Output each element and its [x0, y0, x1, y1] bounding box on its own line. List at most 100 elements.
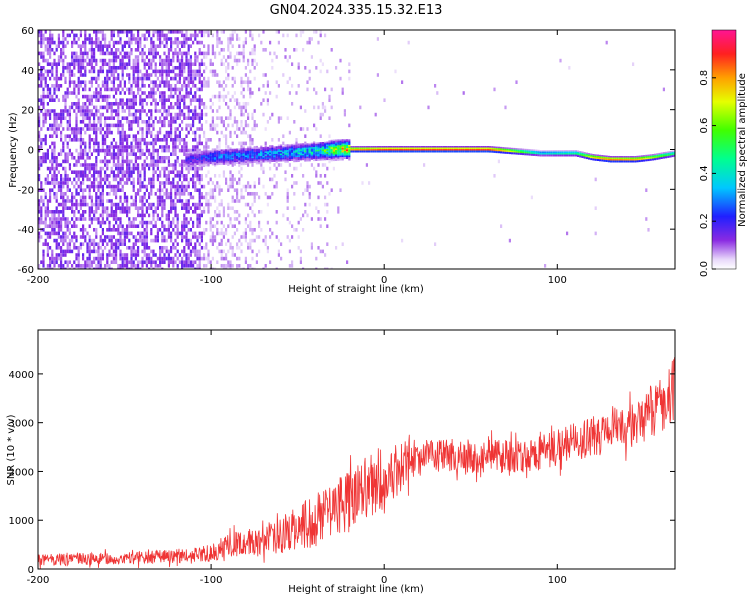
spectrogram-cell — [198, 249, 201, 254]
spectrogram-cell — [368, 181, 371, 185]
spectrogram-cell — [165, 138, 168, 142]
spectrogram-cell — [185, 55, 188, 59]
spectrogram-cell — [119, 66, 122, 70]
spectrogram-cell — [304, 143, 307, 146]
spectrogram-cell — [176, 228, 179, 232]
spectrogram-cell — [93, 170, 96, 174]
spectrogram-cell — [156, 264, 159, 268]
spectrogram-cell — [53, 170, 56, 174]
spectrogram-cell — [244, 151, 247, 153]
spectrogram-cell — [306, 143, 309, 145]
spectrogram-cell — [132, 235, 135, 239]
spectrogram-cell — [95, 62, 98, 66]
spectrogram-cell — [156, 159, 159, 164]
spectrogram-cell — [324, 267, 327, 269]
spectrogram-cell — [42, 58, 45, 63]
spectrogram-cell — [152, 238, 155, 243]
spectrogram-cell — [286, 192, 289, 196]
spectrogram-cell — [99, 253, 102, 257]
spectrogram-cell — [57, 231, 60, 236]
spectrogram-cell — [363, 149, 366, 151]
spectrogram-cell — [225, 66, 228, 70]
spectrogram-cell — [167, 73, 170, 77]
spectrogram-cell — [77, 264, 80, 268]
spectrogram-cell — [447, 146, 450, 148]
spectrogram-cell — [108, 184, 111, 189]
spectrogram-cell — [194, 210, 197, 214]
spectrogram-cell — [198, 48, 201, 52]
spectrogram-cell — [266, 148, 269, 151]
spectrogram-cell — [214, 199, 217, 203]
spectrogram-cell — [75, 105, 78, 110]
spectrogram-cell — [482, 146, 485, 148]
spectrogram-cell — [229, 170, 232, 174]
spectrogram-cell — [134, 242, 137, 246]
spectrogram-cell — [176, 217, 179, 221]
spectrogram-cell — [335, 159, 338, 161]
spectrogram-cell — [211, 267, 214, 269]
spectrogram-cell — [42, 188, 45, 192]
spectrogram-cell — [436, 146, 439, 148]
spectrogram-cell — [198, 112, 201, 117]
spectrogram-cell — [159, 98, 162, 102]
spectrogram-cell — [97, 249, 100, 254]
spectrogram-cell — [319, 155, 322, 158]
spectrogram-cell — [324, 144, 327, 147]
spectrogram-cell — [97, 242, 100, 246]
spectrogram-cell — [152, 48, 155, 52]
spectrogram-cell — [128, 62, 131, 66]
spectrogram-cell — [236, 123, 239, 128]
spectrogram-cell — [240, 120, 243, 124]
spectrogram-cell — [335, 139, 338, 142]
spectrogram-cell — [121, 253, 124, 257]
spectrogram-cell — [121, 256, 124, 261]
spectrogram-cell — [141, 33, 144, 38]
spectrogram-cell — [271, 158, 274, 161]
spectrogram-cell — [46, 224, 49, 228]
spectrogram-cell — [203, 33, 206, 38]
spectrogram-cell — [64, 224, 67, 228]
spectrogram-cell — [143, 195, 146, 200]
spectrogram-cell — [165, 112, 168, 117]
spectrogram-cell — [99, 238, 102, 243]
spectrogram-cell — [194, 181, 197, 185]
spectrogram-cell — [174, 73, 177, 77]
spectrogram-cell — [176, 213, 179, 218]
spectrogram-cell — [335, 147, 338, 149]
spectrogram-cell — [46, 206, 49, 210]
spectrogram-cell — [227, 76, 230, 81]
spectrogram-cell — [145, 242, 148, 246]
spectrogram-cell — [238, 51, 241, 56]
spectrogram-cell — [134, 109, 137, 113]
spectrogram-cell — [165, 188, 168, 192]
spectrogram-cell — [121, 109, 124, 113]
spectrogram-cell — [244, 260, 247, 264]
spectrogram-cell — [145, 30, 148, 34]
spectrogram-cell — [121, 105, 124, 110]
spectrogram-cell — [112, 87, 115, 92]
spectrogram-cell — [374, 149, 377, 151]
spectrogram-cell — [51, 66, 54, 70]
spectrogram-cell — [176, 58, 179, 63]
spectrogram-cell — [181, 206, 184, 210]
spectrogram-cell — [326, 144, 329, 147]
spectrogram-cell — [346, 142, 349, 144]
spectrogram-cell — [46, 102, 49, 106]
spectrogram-cell — [101, 210, 104, 214]
spectrogram-cell — [128, 80, 131, 84]
spectrogram-cell — [126, 210, 129, 214]
spectrogram-cell — [178, 109, 181, 113]
spectrogram-cell — [119, 195, 122, 200]
spectrogram-cell — [341, 139, 344, 141]
spectrogram-cell — [38, 76, 41, 81]
spectrogram-cell — [137, 66, 140, 70]
spectrogram-cell — [277, 30, 280, 34]
spectrogram-cell — [121, 58, 124, 63]
spectrogram-cell — [271, 138, 274, 142]
spectrogram-cell — [79, 120, 82, 124]
spectrogram-cell — [308, 144, 311, 147]
spectrogram-cell — [317, 181, 320, 185]
spectrogram-cell — [255, 62, 258, 66]
spectrogram-cell — [148, 148, 151, 153]
spectrogram-cell — [189, 37, 192, 41]
